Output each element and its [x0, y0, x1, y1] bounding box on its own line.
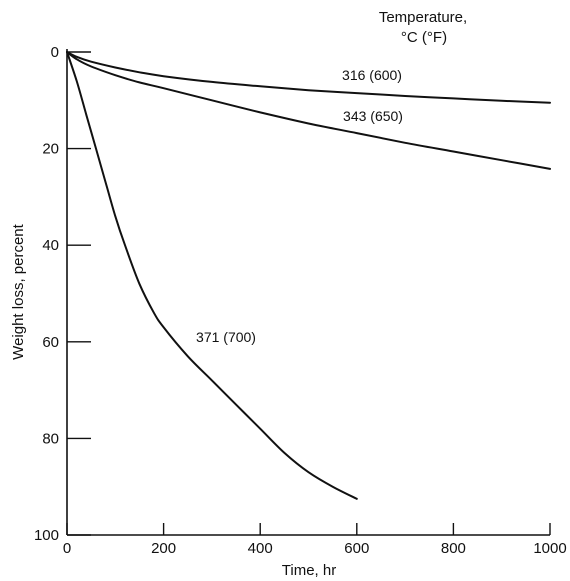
series-343-line — [66, 51, 551, 170]
series-316-label: 316 (600) — [342, 67, 402, 83]
ticks: 0 200 400 600 800 1000 0 20 40 60 80 100 — [34, 44, 567, 557]
x-tick-label: 800 — [441, 540, 466, 557]
curves — [66, 51, 551, 500]
series-343-label: 343 (650) — [343, 108, 403, 124]
series-371-label: 371 (700) — [196, 329, 256, 345]
x-axis-title: Time, hr — [282, 562, 336, 579]
x-tick-label: 200 — [151, 540, 176, 557]
legend-title-line1: Temperature, — [379, 9, 467, 26]
x-tick-label: 0 — [63, 540, 71, 557]
x-tick-label: 1000 — [533, 540, 566, 557]
axes — [66, 49, 550, 536]
y-tick-label: 60 — [42, 334, 59, 351]
legend-title-line2: °C (°F) — [401, 29, 447, 46]
y-tick-label: 0 — [51, 44, 59, 61]
y-tick-label: 80 — [42, 430, 59, 447]
x-tick-label: 600 — [344, 540, 369, 557]
x-tick-label: 400 — [248, 540, 273, 557]
y-tick-label: 40 — [42, 237, 59, 254]
y-axis-title: Weight loss, percent — [10, 223, 27, 359]
y-tick-label: 100 — [34, 527, 59, 544]
series-371-line — [66, 51, 358, 500]
labels: 316 (600) 343 (650) 371 (700) — [196, 67, 403, 345]
series-316-line — [66, 51, 551, 104]
y-tick-label: 20 — [42, 141, 59, 158]
